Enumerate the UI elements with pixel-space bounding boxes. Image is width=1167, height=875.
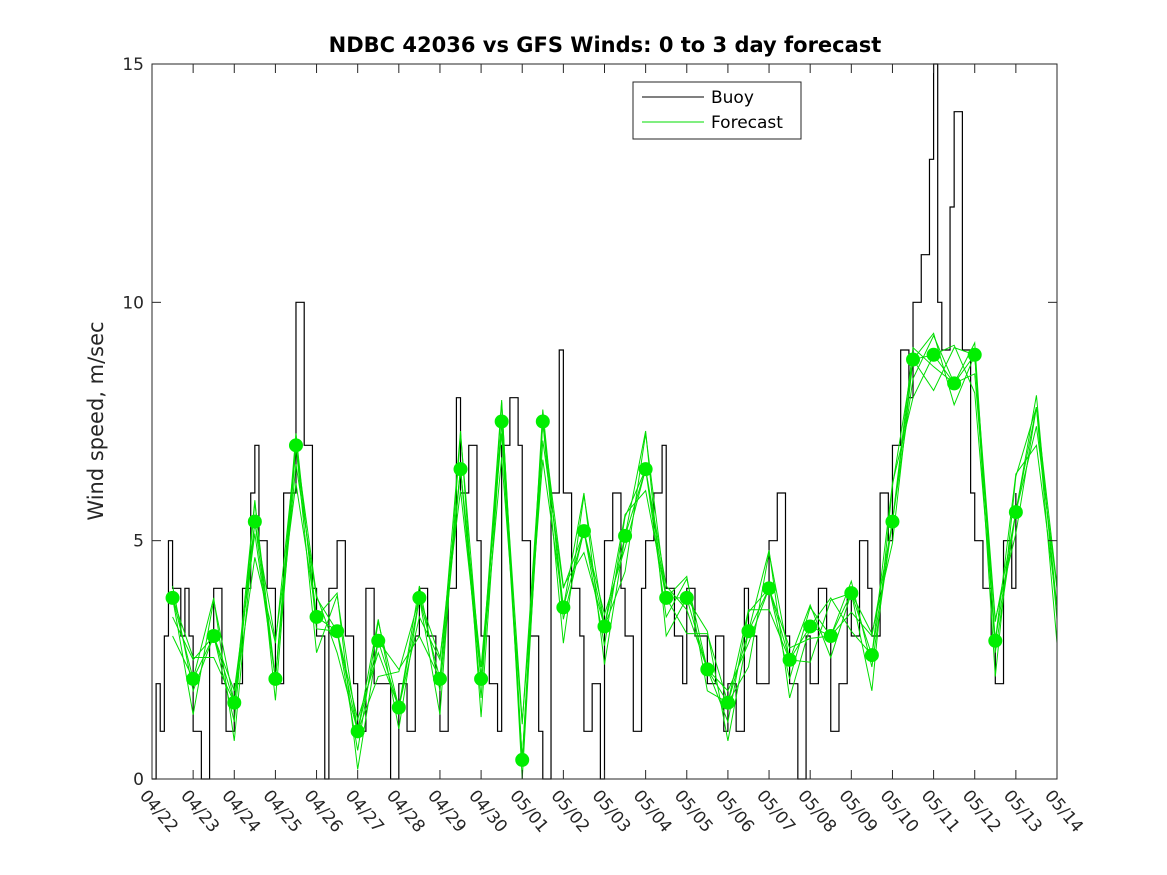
forecast-marker	[350, 724, 365, 739]
forecast-marker	[823, 629, 838, 643]
forecast-marker	[947, 376, 962, 391]
forecast-marker	[494, 414, 509, 429]
legend-forecast-label: Forecast	[711, 113, 783, 133]
forecast-marker	[864, 648, 879, 663]
forecast-marker	[906, 352, 921, 367]
forecast-marker	[576, 524, 591, 539]
forecast-marker	[720, 695, 735, 710]
forecast-marker	[268, 671, 283, 686]
forecast-marker	[309, 609, 324, 624]
forecast-marker	[803, 619, 818, 634]
forecast-marker	[618, 528, 633, 543]
y-tick-label: 5	[133, 532, 144, 552]
forecast-marker	[988, 633, 1003, 648]
forecast-marker	[515, 752, 530, 767]
forecast-marker	[700, 662, 715, 677]
legend-box	[632, 81, 802, 140]
forecast-marker	[186, 671, 201, 686]
forecast-marker	[165, 590, 180, 605]
forecast-marker	[762, 581, 777, 596]
forecast-marker	[597, 619, 612, 634]
legend: Buoy Forecast	[632, 81, 802, 140]
forecast-marker	[432, 671, 447, 686]
forecast-marker	[741, 624, 756, 639]
forecast-run-line	[172, 341, 1058, 760]
forecast-marker	[391, 700, 406, 715]
forecast-marker	[844, 586, 859, 601]
forecast-marker	[288, 438, 303, 453]
forecast-marker	[782, 652, 797, 667]
forecast-marker	[330, 624, 345, 639]
forecast-marker	[638, 462, 653, 477]
forecast-marker	[926, 347, 941, 362]
forecast-marker	[679, 590, 694, 605]
forecast-marker	[412, 590, 427, 605]
chart-title: NDBC 42036 vs GFS Winds: 0 to 3 day fore…	[329, 33, 882, 57]
forecast-marker	[659, 590, 674, 605]
forecast-marker	[453, 462, 468, 477]
y-axis-label: Wind speed, m/sec	[84, 321, 108, 520]
legend-buoy-label: Buoy	[711, 88, 754, 108]
forecast-marker	[474, 671, 489, 686]
forecast-run-line	[172, 332, 1058, 780]
forecast-marker	[535, 414, 550, 429]
forecast-marker	[206, 629, 221, 643]
y-tick-label: 10	[122, 293, 144, 313]
forecast-marker	[556, 600, 571, 615]
y-tick-label: 0	[133, 770, 144, 790]
forecast-marker	[967, 347, 982, 362]
buoy-series-line	[152, 63, 1017, 780]
series-layer	[152, 63, 1058, 780]
forecast-marker	[247, 514, 262, 529]
forecast-marker	[885, 514, 900, 529]
forecast-marker	[371, 633, 386, 648]
y-tick-label: 15	[122, 55, 144, 75]
forecast-marker	[1008, 505, 1023, 520]
forecast-marker	[227, 695, 242, 710]
